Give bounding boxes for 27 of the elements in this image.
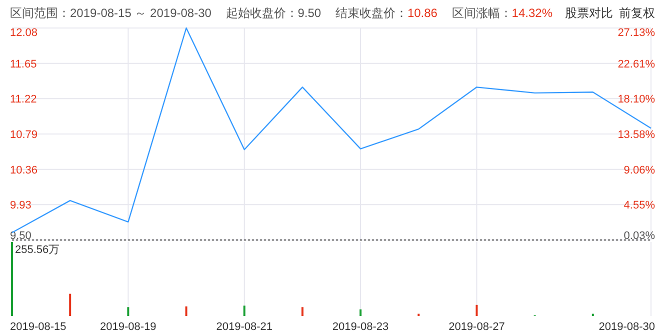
y-tick-label: 9.93 [10, 200, 32, 212]
x-tick-label: 2019-08-19 [100, 321, 156, 333]
x-tick-label: 2019-08-15 [10, 321, 66, 333]
x-tick-label: 2019-08-30 [598, 321, 655, 333]
y-tick-label: 9.50 [10, 230, 32, 242]
y2-tick-label: 0.03% [624, 230, 656, 242]
y2-tick-label: 4.55% [624, 200, 656, 212]
text: 前复权 [619, 6, 655, 20]
y2-tick-label: 9.06% [624, 164, 656, 176]
text: 起始收盘价：9.50 [226, 6, 322, 20]
y2-tick-label: 18.10% [618, 94, 656, 106]
y2-tick-label: 22.61% [618, 58, 656, 70]
y-tick-label: 10.79 [10, 129, 38, 141]
annotation: 255.56万 [15, 244, 60, 256]
y-tick-label: 11.22 [10, 94, 37, 106]
y2-tick-label: 13.58% [618, 129, 656, 141]
x-tick-label: 2019-08-21 [216, 321, 273, 333]
y-tick-label: 11.65 [10, 58, 37, 70]
y-tick-label: 12.08 [10, 27, 38, 39]
text: 区间涨幅：14.32% [452, 6, 553, 20]
y-tick-label: 10.36 [10, 164, 38, 176]
x-tick-label: 2019-08-27 [448, 321, 505, 333]
x-tick-label: 2019-08-23 [332, 321, 389, 333]
text: 区间范围：2019-08-15 ～ 2019-08-30 [10, 6, 212, 20]
text: 结束收盘价：10.86 [335, 6, 438, 20]
y2-tick-label: 27.13% [618, 27, 656, 39]
text: 股票对比 [565, 6, 613, 20]
